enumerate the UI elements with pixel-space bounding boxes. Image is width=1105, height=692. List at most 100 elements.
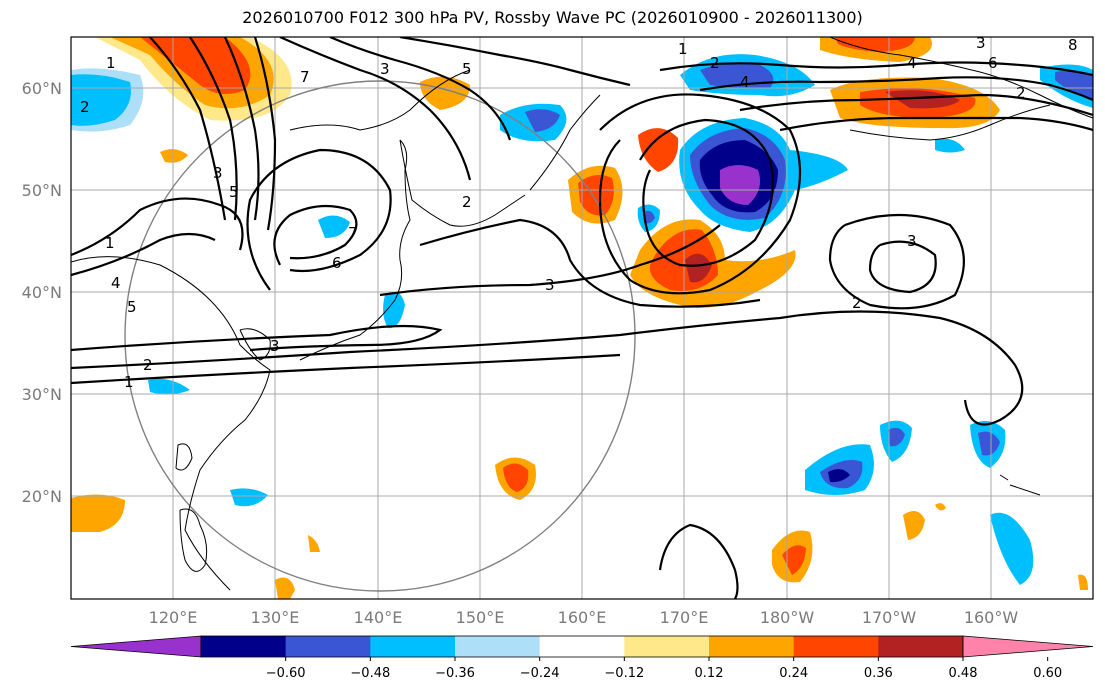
colorbar-cell [455, 636, 541, 657]
okhotsk-coast [289, 69, 471, 131]
contour-label: 3 [545, 276, 555, 294]
lat-label: 60°N [22, 79, 62, 98]
contour-label-layer: 1 2 3 4 5 6 7 8 1 2 3 5 3 4 2 2 3 2 3 3 … [80, 36, 1078, 391]
warm-anomaly-northeast-core [885, 90, 960, 109]
warm-anomaly-180-inner [782, 545, 806, 575]
taiwan [175, 443, 193, 471]
contour-ridge-1 [71, 197, 244, 257]
contour-loop-165e-inner [639, 118, 774, 267]
colorbar-cell [624, 636, 710, 657]
contour-ridge-2 [71, 232, 216, 277]
cool-anomaly-east-edge-inner [1055, 70, 1093, 100]
contour-label: 1 [678, 40, 688, 58]
contour-label: 6 [988, 54, 998, 72]
cool-anomaly-170w-inner [888, 427, 905, 447]
contour-label: 2 [143, 356, 153, 374]
contour-label: 7 [348, 224, 358, 242]
warm-anomaly-northwest-inner [140, 37, 251, 94]
contour-loop-165e [598, 93, 802, 295]
cool-anomaly-northwest-inner [71, 74, 131, 126]
colorbar-tick-label: −0.60 [266, 666, 306, 681]
contour-label: 5 [229, 183, 239, 201]
warm-anomaly-west-edge [71, 494, 125, 532]
colorbar-tick-label: −0.24 [520, 666, 560, 681]
cool-anomaly-160w-inner [978, 431, 1000, 456]
colorbar-outline [200, 635, 964, 658]
cool-anomaly-north-170e-inner [700, 62, 774, 89]
sakhalin-kuril [399, 139, 526, 227]
contour-label: 3 [380, 60, 390, 78]
colorbar-cell [539, 636, 625, 657]
warm-anomaly-top-right-inner [835, 37, 915, 52]
warm-anomaly-small-d [1078, 574, 1088, 590]
colorbar-tick-label: 0.24 [779, 666, 808, 681]
colorbar-tick-label: −0.36 [435, 666, 475, 681]
cool-anomaly-japan [383, 291, 405, 329]
contour-label: 1 [106, 54, 116, 72]
colorbar-tick-label: −0.12 [604, 666, 644, 681]
lon-label: 180°W [760, 608, 815, 627]
negative-anomaly-fills [71, 54, 1093, 585]
contour-jet-4 [779, 116, 1093, 132]
lon-label: 160°E [558, 608, 607, 627]
lat-label: 20°N [22, 487, 62, 506]
contour-label: 5 [462, 60, 472, 78]
contour-4-mid [419, 218, 761, 308]
cool-anomaly-175e-core [720, 165, 761, 205]
coastlines [71, 37, 1093, 591]
contour-label: 8 [1068, 36, 1078, 54]
colorbar-tick-label: 0.60 [1033, 666, 1062, 681]
contour-trough-2 [189, 37, 238, 221]
contour-jet-1 [659, 61, 1093, 77]
lon-label: 140°E [354, 608, 403, 627]
lat-label: 50°N [22, 181, 62, 200]
colorbar-cell [370, 636, 456, 657]
colorbar-tick-label: −0.48 [350, 666, 390, 681]
warm-anomaly-165w [903, 511, 925, 540]
aleutian-chain [849, 104, 1051, 141]
colorbar-tick-label: 0.12 [695, 666, 724, 681]
contour-3-mid [379, 224, 721, 297]
lat-label: 40°N [22, 283, 62, 302]
asia-coast [71, 256, 271, 591]
lon-label: 120°E [149, 608, 198, 627]
contour-label: 1 [105, 234, 115, 252]
warm-anomaly-160e-inner [578, 174, 614, 216]
colorbar-cell [201, 636, 287, 657]
colorbar-cell [878, 636, 964, 657]
contour-jet-3 [739, 93, 1093, 117]
lon-label: 170°E [660, 608, 709, 627]
graticule [71, 37, 1093, 599]
cool-anomaly-120e-30n [148, 378, 190, 395]
warm-anomaly-small-a [160, 149, 188, 163]
contour-label: 2 [852, 294, 862, 312]
longitude-axis: 120°E 130°E 140°E 150°E 160°E 170°E 180°… [149, 608, 1019, 627]
contour-label: 2 [710, 54, 720, 72]
contour-1-south [71, 353, 621, 385]
colorbar-extend-max [962, 635, 1094, 658]
hawaii [999, 474, 1041, 496]
contour-label: 6 [332, 254, 342, 272]
lon-label: 170°W [862, 608, 917, 627]
warm-anomaly-small-e [935, 503, 946, 511]
colorbar-tick-label: 0.36 [864, 666, 893, 681]
colorbar-tick-label: 0.48 [949, 666, 978, 681]
cool-anomaly-mid-west [318, 215, 350, 238]
contour-closed-3 [868, 240, 937, 294]
reference-circle [124, 80, 636, 592]
lon-label: 130°E [251, 608, 300, 627]
warm-anomaly-small-b [308, 535, 320, 552]
map-frame [70, 36, 1094, 600]
contour-1-sw [658, 523, 739, 599]
contour-label: 1 [124, 373, 134, 391]
contour-big-loop-b [273, 204, 358, 266]
colorbar-cell [793, 636, 879, 657]
contour-label: 3 [213, 164, 223, 182]
colorbar: −0.60 −0.48 −0.36 −0.24 −0.12 0.12 0.24 0.36 0.4… [70, 635, 1094, 681]
contour-trough-4 [253, 37, 277, 231]
contour-north-1 [279, 37, 472, 181]
cool-anomaly-north-160e [935, 138, 965, 153]
philippines [179, 508, 208, 572]
contour-jet-2 [699, 76, 1093, 102]
